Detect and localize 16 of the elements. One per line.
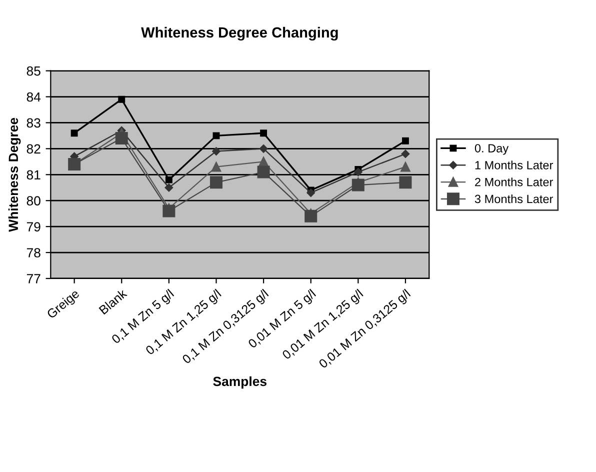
y-axis-title: Whiteness Degree — [8, 118, 21, 232]
x-axis-title: Samples — [213, 376, 266, 389]
y-tick-label: 79 — [26, 222, 40, 232]
y-tick-label: 78 — [26, 248, 40, 258]
y-tick-label: 80 — [26, 196, 40, 206]
chart-title: Whiteness Degree Changing — [141, 26, 338, 41]
legend-label: 1 Months Later — [475, 160, 554, 170]
y-tick-label: 77 — [26, 274, 40, 284]
y-tick-label: 82 — [26, 144, 40, 154]
y-tick-label: 83 — [26, 118, 40, 128]
legend-label: 3 Months Later — [474, 194, 554, 204]
legend-label: 0. Day — [474, 144, 509, 155]
legend-label: 2 Months Later — [475, 178, 554, 186]
y-tick-label: 81 — [26, 170, 40, 180]
y-tick-label: 85 — [26, 66, 40, 76]
y-tick-label: 84 — [26, 92, 41, 102]
